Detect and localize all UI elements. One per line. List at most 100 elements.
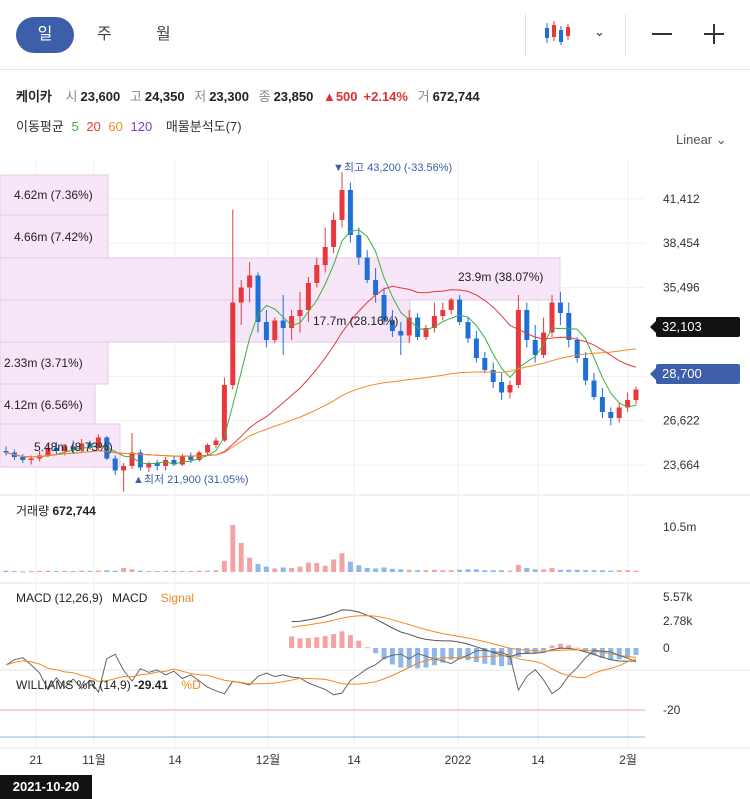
high-label: 고 <box>129 89 142 104</box>
volume-value: 672,744 <box>432 89 480 104</box>
period-tab-week[interactable]: 주 <box>97 26 112 43</box>
volume-profile-bar <box>0 257 561 301</box>
x-axis-label: 14 <box>347 753 361 767</box>
candle-body <box>247 275 253 288</box>
macd-histogram-bar <box>389 648 395 665</box>
candle-body <box>62 446 68 451</box>
volume-bar <box>398 569 404 572</box>
x-axis-label: 2022 <box>445 753 472 767</box>
candle-body <box>129 452 135 466</box>
open-label: 시 <box>65 89 78 104</box>
macd-histogram-bar <box>557 643 563 648</box>
candle-body <box>297 310 303 316</box>
volume-bar <box>171 571 177 573</box>
candle-body <box>121 466 127 471</box>
candle-body <box>431 316 437 328</box>
volume-profile-label: 4.12m (6.56%) <box>4 398 83 412</box>
candle-body <box>356 235 362 258</box>
volume-bar <box>53 571 59 573</box>
macd-series-label: MACD <box>112 591 148 605</box>
period-tab-month[interactable]: 월 <box>156 26 171 43</box>
candle-body <box>549 302 555 333</box>
candle-body <box>70 446 76 450</box>
close-value: 23,850 <box>273 89 314 104</box>
macd-histogram-bar <box>406 648 412 668</box>
macd-histogram-bar <box>583 648 589 652</box>
ma120-label: 120 <box>130 119 153 134</box>
low-value: 23,300 <box>209 89 249 104</box>
price-axis-label: 35,496 <box>663 281 700 295</box>
crosshair-date-badge: 2021-10-20 <box>0 775 92 799</box>
candle-body <box>3 451 9 453</box>
volume-bar <box>557 569 563 572</box>
indicator-legend[interactable]: 이동평균 5 20 60 120 매물분석도(7) <box>16 116 246 135</box>
candle-body <box>146 463 152 468</box>
volume-profile-bar <box>0 299 411 343</box>
macd-histogram-bar <box>356 640 362 648</box>
volume-bar <box>625 570 631 572</box>
candle-body <box>205 445 211 453</box>
volume-bar <box>272 568 278 572</box>
volume-bar <box>406 569 412 572</box>
volume-bar <box>179 570 185 572</box>
zoom-out-icon[interactable] <box>652 33 672 35</box>
macd-histogram-bar <box>331 634 337 648</box>
ma5-line <box>5 229 637 465</box>
candle-body <box>473 338 479 358</box>
ref-price-badge: 32,103 <box>650 317 740 337</box>
period-tab-day[interactable]: 일 <box>16 17 74 53</box>
candle-body <box>238 287 244 303</box>
williams-panel-title: WILLIAMS %R (14,9) -29.41 %D <box>16 678 201 692</box>
price-axis-label: 38,454 <box>663 236 700 250</box>
candle-body <box>339 190 345 220</box>
volume-bar <box>566 569 572 572</box>
volume-bar <box>465 569 471 572</box>
candle-body <box>322 247 328 265</box>
volume-bar <box>28 571 34 573</box>
volume-profile-label: 4.62m (7.36%) <box>14 188 93 202</box>
macd-histogram-bar <box>305 638 311 648</box>
candle-body <box>272 320 278 340</box>
volume-bar <box>499 570 505 572</box>
macd-histogram-bar <box>465 648 471 661</box>
zoom-in-icon[interactable] <box>704 24 724 44</box>
candlestick-icon[interactable] <box>543 20 573 46</box>
macd-histogram-bar <box>524 648 530 654</box>
volume-bar <box>448 570 454 572</box>
macd-histogram-bar <box>364 647 370 649</box>
volume-bar <box>154 571 160 573</box>
candle-body <box>566 313 572 340</box>
volume-panel-value: 672,744 <box>52 504 96 518</box>
candle-body <box>465 322 471 339</box>
macd-histogram-bar <box>314 637 320 648</box>
volume-bar <box>616 570 622 572</box>
macd-histogram-bar <box>398 648 404 668</box>
volume-bar <box>490 570 496 572</box>
volume-bar <box>574 569 580 572</box>
ma60-line <box>5 348 637 458</box>
volume-bar <box>549 567 555 572</box>
scale-mode-dropdown[interactable]: Linear ⌄ <box>676 132 727 148</box>
volume-bar <box>473 569 479 572</box>
candle-body <box>373 280 379 295</box>
candle-body <box>79 443 85 450</box>
chevron-down-icon[interactable]: ⌄ <box>594 24 605 39</box>
volume-bar <box>129 569 135 572</box>
macd-histogram-bar <box>599 648 605 658</box>
x-axis-label: 14 <box>531 753 545 767</box>
candle-body <box>423 328 429 337</box>
macd-histogram-bar <box>431 648 437 666</box>
macd-histogram-bar <box>515 648 521 657</box>
low-marker: ▲최저 21,900 (31.05%) <box>133 473 249 486</box>
volume-bar <box>37 570 43 572</box>
volume-profile-label: 매물분석도(7) <box>165 119 242 134</box>
volume-profile-bar <box>0 341 109 385</box>
candle-body <box>616 407 622 418</box>
macd-axis-label: 5.57k <box>663 590 693 604</box>
volume-axis-label: 10.5m <box>663 520 696 534</box>
candle-body <box>179 455 185 465</box>
candle-body <box>499 382 505 393</box>
macd-histogram-bar <box>415 648 421 669</box>
macd-panel-title: MACD (12,26,9) MACD Signal <box>16 591 194 605</box>
